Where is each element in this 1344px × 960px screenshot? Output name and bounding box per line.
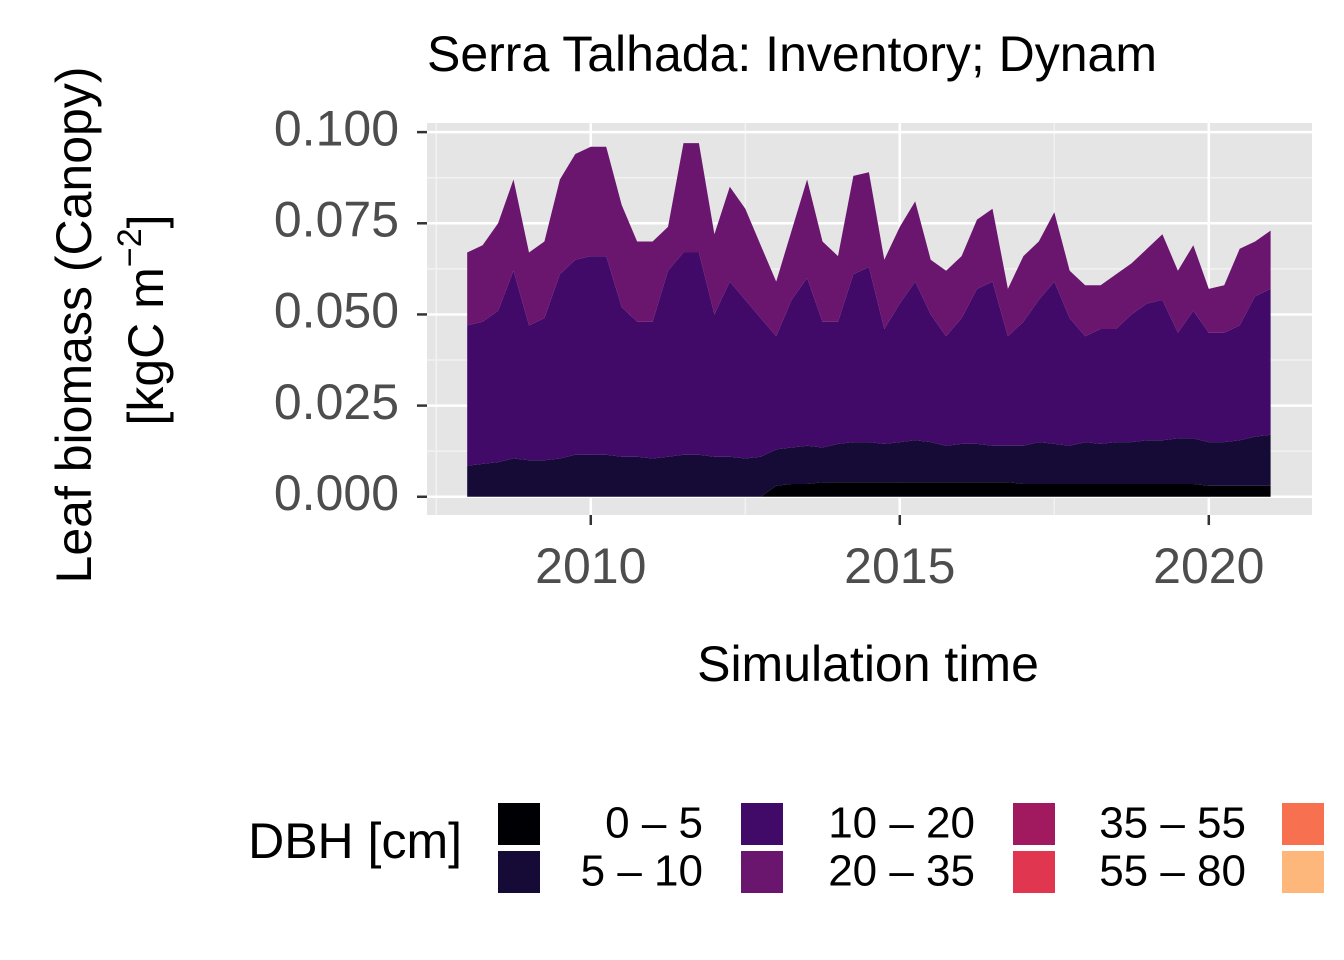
- y-tick-label: 0.025: [274, 374, 399, 430]
- y-tick-label: 0.050: [274, 283, 399, 339]
- legend-swatch: [739, 801, 785, 847]
- legend-label: 55 – 80: [1099, 847, 1246, 896]
- unit-exponent: −2: [111, 228, 149, 267]
- legend-swatch: [1011, 849, 1057, 895]
- legend-label: 10 – 20: [828, 799, 975, 848]
- x-axis-title: Simulation time: [697, 636, 1039, 692]
- legend-swatch: [739, 849, 785, 895]
- areas: [467, 143, 1271, 497]
- area: [467, 252, 1271, 466]
- y-tick-label: 0.100: [274, 100, 399, 156]
- legend-label: 5 – 10: [581, 847, 703, 896]
- y-tick-label: 0.075: [274, 191, 399, 247]
- legend-label: 0 – 5: [605, 799, 703, 848]
- legend-swatch: [496, 849, 542, 895]
- y-tick-label: 0.000: [274, 465, 399, 521]
- unit-close: ]: [118, 214, 174, 228]
- axes: 0.000 0.025 0.050 0.075 0.100 2010 2015 2020: [274, 100, 1265, 594]
- y-axis-unit: [kgC m−2]: [111, 214, 174, 425]
- x-tick-label: 2020: [1153, 538, 1264, 594]
- x-tick-label: 2010: [535, 538, 646, 594]
- legend-swatch-clipped: [1280, 849, 1326, 895]
- area: [467, 482, 1271, 497]
- legend-title: DBH [cm]: [248, 813, 462, 869]
- area: [467, 434, 1271, 497]
- legend-swatch: [496, 801, 542, 847]
- y-axis-title: Leaf biomass (Canopy): [46, 67, 102, 584]
- unit-text: [kgC m: [118, 267, 174, 425]
- legend-label: 35 – 55: [1099, 799, 1246, 848]
- x-tick-label: 2015: [844, 538, 955, 594]
- legend-swatch: [1011, 801, 1057, 847]
- legend-label: 20 – 35: [828, 847, 975, 896]
- area: [467, 143, 1271, 337]
- legend-swatch-clipped: [1280, 801, 1326, 847]
- chart-title: Serra Talhada: Inventory; Dynam: [427, 26, 1157, 82]
